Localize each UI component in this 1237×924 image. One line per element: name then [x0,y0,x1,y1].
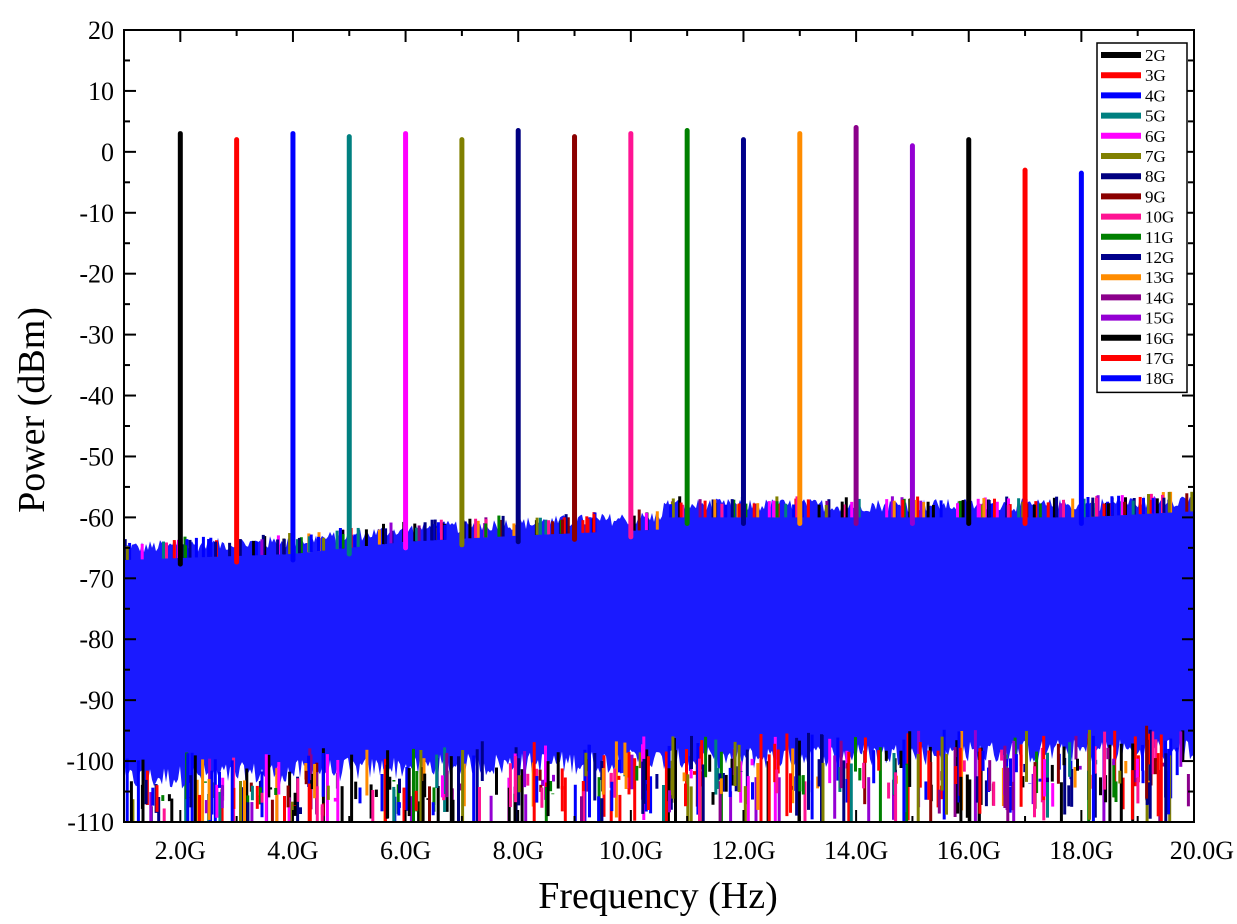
x-tick-label: 4.0G [267,836,318,865]
axes: 20 10 0 -10 -20 -30 -40 -50 -60 -70 -80 -90 -100 -110… [66,16,1234,865]
y-tick-label: -30 [79,321,114,350]
y-tick-label: -100 [66,747,114,776]
x-tick-label: 16.0G [937,836,1001,865]
y-tick-label: -70 [79,564,114,593]
x-tick-label: 10.0G [599,836,663,865]
y-tick-label: -20 [79,260,114,289]
legend-label-12G: 12G [1145,248,1174,267]
legend-label-17G: 17G [1145,349,1174,368]
y-tick-label: -90 [79,686,114,715]
legend-label-6G: 6G [1145,127,1166,146]
x-axis-label: Frequency (Hz) [538,875,778,917]
y-tick-label: -50 [79,442,114,471]
legend-label-18G: 18G [1145,369,1174,388]
legend-label-15G: 15G [1145,309,1174,328]
x-tick-label: 14.0G [824,836,888,865]
y-tick-label: -60 [79,503,114,532]
legend-label-16G: 16G [1145,329,1174,348]
y-tick-label: 10 [88,77,114,106]
x-tick-label: 18.0G [1049,836,1113,865]
x-tick-label: 20.0G [1170,836,1234,865]
noise-spikes [124,491,1194,822]
legend-label-14G: 14G [1145,288,1174,307]
legend-label-11G: 11G [1145,228,1174,247]
x-tick-label: 8.0G [493,836,544,865]
x-tick-label: 2.0G [155,836,206,865]
legend-label-10G: 10G [1145,208,1174,227]
noise-floor-band [124,495,1194,789]
legend-label-7G: 7G [1145,147,1166,166]
y-tick-label: 20 [88,16,114,45]
y-tick-label: -40 [79,382,114,411]
legend-label-4G: 4G [1145,86,1166,105]
y-tick-label: -80 [79,625,114,654]
legend-label-8G: 8G [1145,167,1166,186]
x-tick-label: 6.0G [380,836,431,865]
legend-label-13G: 13G [1145,268,1174,287]
tone-peaks [177,124,1084,567]
y-tick-label: -10 [79,199,114,228]
legend-label-5G: 5G [1145,107,1166,126]
y-axis-label: Power (dBm) [11,307,53,513]
y-tick-label: -110 [67,808,114,837]
plot-content [124,124,1194,822]
legend-label-9G: 9G [1145,187,1166,206]
legend-label-3G: 3G [1145,66,1166,85]
y-tick-label: 0 [101,138,114,167]
x-tick-label: 12.0G [711,836,775,865]
legend-label-2G: 2G [1145,46,1166,65]
